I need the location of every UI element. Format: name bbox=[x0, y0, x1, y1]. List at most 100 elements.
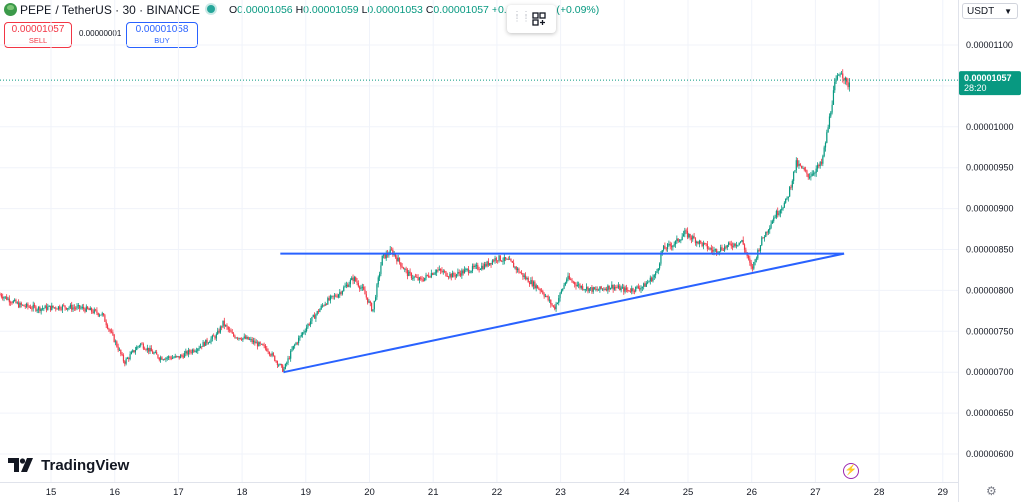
candle-body bbox=[501, 260, 503, 262]
candle-body bbox=[470, 270, 472, 273]
candle-body bbox=[348, 284, 350, 287]
bar-countdown: 28:20 bbox=[964, 83, 987, 93]
candle-body bbox=[229, 329, 231, 331]
candle-body bbox=[718, 251, 720, 253]
candle-body bbox=[7, 298, 9, 300]
candle-body bbox=[242, 337, 244, 340]
candle-body bbox=[148, 347, 150, 352]
candle-body bbox=[167, 356, 170, 358]
candle-body bbox=[834, 81, 836, 91]
sell-button[interactable]: 0.00001057 SELL bbox=[4, 22, 72, 48]
candle-body bbox=[309, 321, 312, 325]
gear-icon[interactable]: ⚙ bbox=[986, 484, 997, 498]
price-tick-label: 0.00000650 bbox=[966, 408, 1014, 418]
candle-body bbox=[313, 314, 316, 319]
candle-body bbox=[511, 261, 513, 263]
candle-body bbox=[144, 348, 146, 350]
drag-handle-icon[interactable]: ⋮⋮ ⋮⋮ bbox=[513, 10, 531, 23]
object-tree-icon[interactable] bbox=[531, 11, 547, 27]
buy-button[interactable]: 0.00001058 BUY bbox=[126, 22, 198, 48]
candle-body bbox=[211, 335, 213, 339]
candle-body bbox=[716, 249, 718, 253]
candle-body bbox=[343, 287, 345, 292]
candle-body bbox=[15, 299, 17, 304]
candle-body bbox=[751, 266, 754, 269]
tradingview-logo[interactable]: TradingView bbox=[8, 456, 129, 476]
candle-body bbox=[160, 357, 162, 360]
currency-select[interactable]: USDT ▼ bbox=[962, 3, 1018, 19]
candle-body bbox=[429, 277, 431, 278]
candle-body bbox=[226, 325, 228, 328]
candle-body bbox=[203, 342, 206, 346]
candle-body bbox=[481, 265, 483, 270]
candle-body bbox=[262, 343, 264, 346]
candle-body bbox=[758, 250, 760, 251]
candle-body bbox=[227, 327, 229, 330]
candle-body bbox=[141, 343, 143, 345]
candle-body bbox=[292, 345, 294, 350]
candle-body bbox=[722, 249, 724, 251]
candle-body bbox=[755, 258, 758, 260]
candle-body bbox=[110, 331, 113, 333]
candle-body bbox=[149, 348, 151, 352]
candle-body bbox=[589, 287, 592, 289]
candle-body bbox=[599, 286, 601, 290]
candle-body bbox=[690, 237, 693, 240]
candle-body bbox=[22, 304, 24, 306]
candle-body bbox=[558, 298, 560, 303]
candle-body bbox=[236, 337, 239, 339]
candle-body bbox=[493, 260, 495, 262]
candle-body bbox=[789, 187, 791, 197]
candle-body bbox=[56, 308, 58, 310]
candle-body bbox=[795, 160, 797, 171]
price-tick-label: 0.00001000 bbox=[966, 122, 1014, 132]
candle-body bbox=[282, 365, 284, 372]
candle-body bbox=[33, 304, 36, 307]
candle-body bbox=[798, 164, 800, 166]
candle-body bbox=[337, 294, 340, 298]
candle-body bbox=[129, 354, 131, 359]
candle-body bbox=[394, 254, 397, 258]
candle-body bbox=[357, 283, 359, 287]
last-price-label: 0.00001057 bbox=[964, 73, 1012, 83]
candle-body bbox=[697, 241, 699, 244]
candle-body bbox=[781, 209, 783, 211]
candle-body bbox=[835, 79, 837, 82]
candle-body bbox=[519, 272, 521, 274]
candle-body bbox=[672, 245, 674, 248]
candle-body bbox=[720, 247, 722, 252]
candle-body bbox=[584, 289, 586, 291]
candle-body bbox=[396, 257, 398, 262]
candle-body bbox=[408, 271, 410, 277]
candle-body bbox=[190, 352, 192, 353]
candle-body bbox=[543, 293, 545, 297]
lightning-icon[interactable]: ⚡ bbox=[843, 463, 859, 479]
candle-body bbox=[507, 258, 509, 260]
candle-body bbox=[552, 305, 555, 307]
price-tick-label: 0.00000700 bbox=[966, 367, 1014, 377]
candle-body bbox=[101, 313, 103, 315]
candle-body bbox=[462, 270, 464, 274]
candle-body bbox=[478, 269, 480, 271]
candle-body bbox=[527, 277, 529, 283]
candle-body bbox=[179, 355, 182, 359]
candle-body bbox=[14, 299, 16, 301]
candle-body bbox=[676, 238, 678, 241]
currency-label: USDT bbox=[967, 6, 995, 17]
candle-body bbox=[769, 227, 771, 230]
floating-toolbar[interactable]: ⋮⋮ ⋮⋮ bbox=[507, 5, 556, 33]
candle-body bbox=[398, 257, 401, 263]
candle-body bbox=[345, 284, 348, 287]
candle-body bbox=[120, 349, 122, 354]
candle-body bbox=[183, 353, 186, 358]
symbol-title[interactable]: PEPE / TetherUS · 30 · BINANCE bbox=[20, 3, 200, 17]
candle-body bbox=[363, 286, 365, 290]
candle-body bbox=[804, 169, 807, 171]
candle-body bbox=[455, 274, 458, 277]
candle-body bbox=[311, 316, 313, 322]
candle-body bbox=[467, 268, 470, 273]
candle-body bbox=[392, 249, 394, 255]
time-tick-label: 25 bbox=[683, 487, 694, 498]
candle-body bbox=[323, 305, 325, 307]
